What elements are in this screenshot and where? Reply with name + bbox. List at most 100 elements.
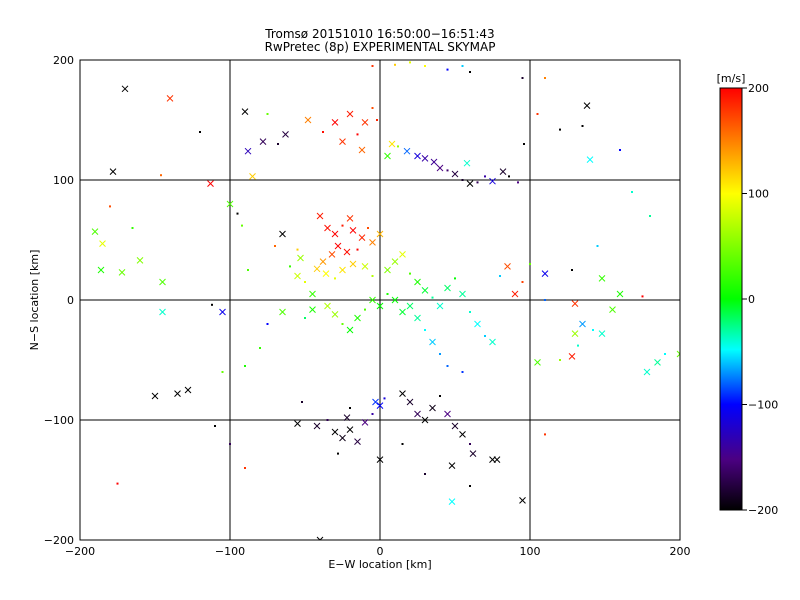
data-point-dot — [334, 277, 336, 280]
data-point-x — [469, 450, 477, 457]
data-point-x — [571, 330, 579, 337]
data-point-x — [448, 462, 456, 469]
y-tick-label: 100 — [53, 174, 74, 187]
data-point-x — [244, 147, 252, 155]
data-point-x — [358, 234, 366, 241]
data-point-x — [346, 110, 354, 118]
data-point-x — [376, 230, 384, 238]
data-point-x — [451, 170, 459, 178]
data-point-dot — [337, 452, 339, 455]
data-point-dot — [536, 113, 539, 115]
data-point-x — [399, 308, 406, 316]
data-point-x — [99, 240, 106, 247]
data-point-dot — [356, 133, 359, 136]
data-point-dot — [259, 347, 261, 349]
data-point-x — [207, 180, 214, 187]
data-point-x — [436, 164, 444, 172]
data-point-x — [346, 426, 354, 433]
data-point-x — [466, 180, 474, 187]
data-point-x — [376, 302, 384, 310]
data-point-dot — [499, 275, 501, 277]
data-point-x — [324, 302, 331, 310]
data-point-dot — [649, 215, 651, 217]
data-point-dot — [577, 344, 579, 347]
data-point-dot — [274, 245, 276, 247]
data-point-x — [316, 212, 324, 220]
data-point-dot — [277, 143, 279, 145]
data-point-dot — [484, 335, 486, 337]
data-point-x — [609, 306, 616, 313]
data-point-x — [346, 326, 354, 334]
data-point-dot — [241, 224, 243, 227]
data-point-x — [403, 147, 411, 155]
data-point-x — [376, 402, 384, 409]
data-point-dot — [424, 329, 426, 331]
data-point-dot — [476, 181, 479, 184]
data-point-x — [354, 314, 361, 322]
data-point-dot — [581, 125, 584, 127]
data-point-x — [489, 338, 496, 346]
data-point-dot — [571, 269, 573, 271]
colorbar-tick-label: −100 — [748, 399, 778, 412]
data-point-x — [319, 258, 327, 265]
data-point-x — [654, 359, 661, 366]
data-point-dot — [521, 281, 524, 283]
colorbar-tick-label: −200 — [748, 504, 778, 517]
data-point-x — [361, 263, 369, 270]
y-axis-label: N−S location [km] — [28, 250, 41, 351]
data-point-dot — [431, 296, 434, 299]
data-point-dot — [397, 145, 399, 148]
data-point-x — [118, 269, 126, 276]
data-point-x — [151, 392, 159, 400]
data-point-x — [391, 258, 399, 265]
data-point-dot — [523, 143, 525, 145]
data-point-dot — [349, 407, 351, 409]
data-point-dot — [631, 191, 633, 193]
data-point-dot — [214, 425, 216, 427]
axis-ticks: −200 −100 0 100 200 −200 −100 0 100 200 — [44, 54, 691, 558]
data-point-dot — [221, 371, 224, 373]
y-tick-label: −100 — [44, 414, 74, 427]
data-point-x — [414, 410, 421, 418]
data-point-dot — [356, 248, 359, 251]
chart-subtitle: RwPretec (8p) EXPERIMENTAL SKYMAP — [264, 40, 496, 54]
data-point-dot — [424, 65, 426, 67]
data-point-x — [91, 228, 99, 235]
data-point-dot — [229, 443, 231, 445]
data-point-x — [430, 158, 438, 166]
data-point-x — [451, 422, 459, 430]
data-point-dot — [383, 397, 386, 400]
data-point-x — [358, 146, 366, 154]
data-point-dot — [304, 317, 306, 319]
data-point-dot — [596, 245, 599, 247]
data-point-x — [349, 260, 357, 268]
data-point-dot — [301, 401, 303, 403]
x-tick-label: −200 — [65, 545, 95, 558]
data-point-dot — [439, 395, 441, 397]
data-point-x — [384, 152, 391, 160]
data-point-dot — [409, 61, 411, 64]
data-point-dot — [469, 311, 471, 313]
data-point-dot — [211, 303, 213, 306]
colorbar-label: [m/s] — [717, 72, 746, 85]
data-point-dot — [517, 181, 519, 184]
data-point-x — [339, 266, 346, 274]
data-point-dot — [446, 68, 449, 71]
data-point-x — [534, 359, 541, 366]
colorbar-gradient — [719, 87, 743, 511]
data-point-dot — [371, 275, 374, 277]
data-point-x — [489, 177, 496, 185]
data-point-x — [414, 314, 421, 322]
data-point-x — [414, 278, 421, 286]
data-point-dot — [439, 353, 441, 355]
data-point-dot — [446, 365, 449, 367]
data-point-x — [643, 368, 651, 376]
data-point-x — [226, 200, 234, 208]
data-point-x — [361, 419, 369, 426]
grid — [80, 60, 680, 540]
colorbar-tick-label: 100 — [748, 188, 769, 201]
data-point-x — [331, 428, 339, 436]
y-tick-label: 200 — [53, 54, 74, 67]
data-point-dot — [529, 263, 531, 265]
data-point-x — [297, 254, 304, 262]
